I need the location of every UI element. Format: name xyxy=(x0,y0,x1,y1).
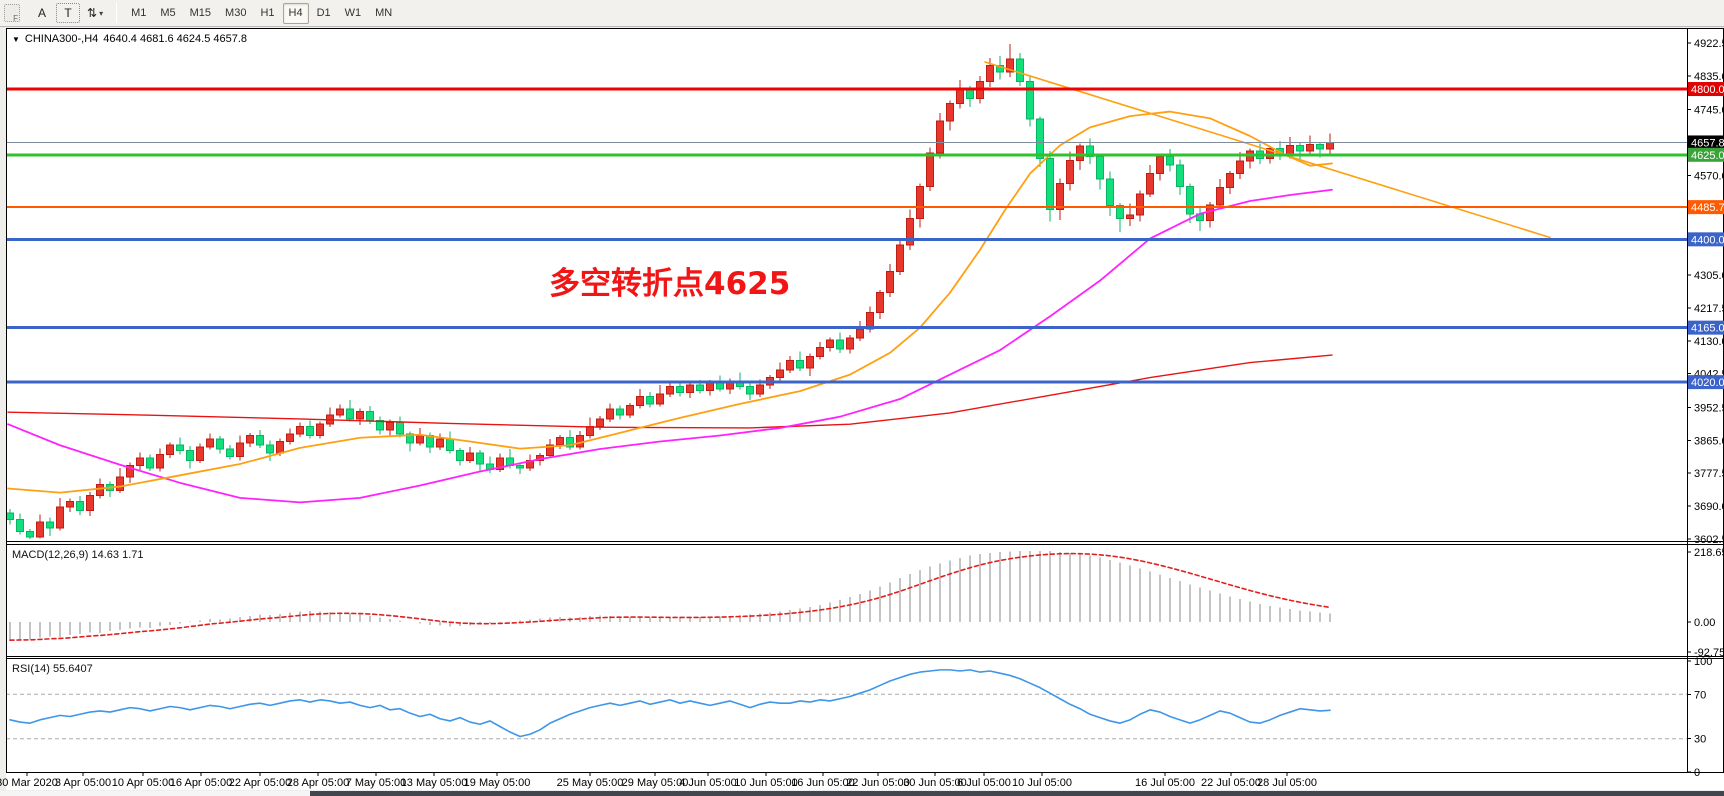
price-tick: 3952.5 xyxy=(1694,402,1724,414)
text-box-tool-button[interactable]: T xyxy=(56,3,80,23)
rsi-value: 55.6407 xyxy=(52,663,93,675)
svg-text:4800.0: 4800.0 xyxy=(1691,84,1724,96)
price-tag-4800.0 xyxy=(1688,82,1724,97)
timeframe-button-M1[interactable]: M1 xyxy=(131,7,147,19)
rsi-tick: 100 xyxy=(1694,656,1712,668)
price-tick: 3777.5 xyxy=(1694,468,1724,480)
timeframe-button-H4[interactable]: H4 xyxy=(282,2,309,24)
date-tick: 4 Jun 05:00 xyxy=(679,777,737,789)
macd-panel[interactable] xyxy=(9,550,1331,641)
price-tick: 4745.0 xyxy=(1694,105,1724,117)
date-tick: 7 May 05:00 xyxy=(346,777,407,789)
macd-label: MACD(12,26,9) 14.63 1.71 xyxy=(12,549,144,561)
date-tick: 28 Apr 05:00 xyxy=(287,777,349,789)
timeframe-button-M5[interactable]: M5 xyxy=(160,7,176,19)
svg-text:4657.8: 4657.8 xyxy=(1691,137,1724,149)
chevron-down-icon: ▾ xyxy=(99,8,104,18)
price-tick: 4922.5 xyxy=(1694,38,1724,50)
chart-dock-icon[interactable]: F xyxy=(4,4,20,23)
price-tag-4485.7 xyxy=(1688,200,1724,215)
swap-arrows-icon: ⇅ xyxy=(87,6,98,20)
timeframe-button-M15[interactable]: M15 xyxy=(189,7,212,19)
date-tick: 16 Jul 05:00 xyxy=(1135,777,1195,789)
toolbar-separator xyxy=(116,3,118,23)
date-tick: 6 Jul 05:00 xyxy=(957,777,1011,789)
date-tick: 3 Apr 05:00 xyxy=(55,777,111,789)
date-tick: 30 Jun 05:00 xyxy=(903,777,967,789)
top-toolbar: F A T ⇅ ▾ M1 M5 M15 M30 H1 H4 D1 W1 MN xyxy=(0,0,1724,27)
text-label-tool-button[interactable]: A xyxy=(37,6,46,20)
date-tick: 25 May 05:00 xyxy=(557,777,624,789)
rsi-tick: 0 xyxy=(1694,767,1700,779)
date-tick: 30 Mar 2020 xyxy=(0,777,58,789)
bottom-scrollbar[interactable] xyxy=(310,791,1724,796)
candles-layer xyxy=(6,43,1334,539)
price-tag-4020.0 xyxy=(1688,375,1724,390)
date-tick: 16 Apr 05:00 xyxy=(170,777,232,789)
price-tick: 4217.5 xyxy=(1694,303,1724,315)
timeframe-button-MN[interactable]: MN xyxy=(375,7,393,19)
symbol-dropdown-icon[interactable]: ▼ xyxy=(12,34,20,44)
macd-tick: 218.65 xyxy=(1694,547,1724,559)
symbol-title: ▼ CHINA300-,H4 4640.4 4681.6 4624.5 4657… xyxy=(12,33,247,45)
date-tick: 19 May 05:00 xyxy=(464,777,531,789)
svg-text:4625.0: 4625.0 xyxy=(1691,150,1724,162)
timeframe-button-H1[interactable]: H1 xyxy=(260,7,275,19)
rsi-tick: 30 xyxy=(1694,734,1706,746)
date-tick: 29 May 05:00 xyxy=(622,777,689,789)
date-tick: 10 Apr 05:00 xyxy=(112,777,174,789)
date-tick: 10 Jul 05:00 xyxy=(1012,777,1072,789)
macd-value-main: 14.63 xyxy=(91,549,120,561)
timeframe-button-D1[interactable]: D1 xyxy=(316,7,331,19)
symbol-name: CHINA300-,H4 xyxy=(24,33,99,45)
svg-text:4485.7: 4485.7 xyxy=(1691,202,1724,214)
price-tag-4657.8 xyxy=(1688,135,1724,150)
price-tick: 3865.0 xyxy=(1694,435,1724,447)
panel-borders xyxy=(6,28,1724,773)
price-tag-4625.0 xyxy=(1688,147,1724,162)
timeframe-bar: M1 M5 M15 M30 H1 H4 D1 W1 MN xyxy=(125,2,398,24)
price-tick: 4835.0 xyxy=(1694,71,1724,83)
svg-text:4400.0: 4400.0 xyxy=(1691,234,1724,246)
price-tick: 4305.0 xyxy=(1694,270,1724,282)
chart-annotation: 多空转折点4625 xyxy=(549,266,791,302)
date-tick: 22 Jun 05:00 xyxy=(846,777,910,789)
date-tick: 13 May 05:00 xyxy=(401,777,468,789)
date-tick: 28 Jul 05:00 xyxy=(1257,777,1317,789)
macd-histogram xyxy=(9,550,1331,641)
date-tick: 22 Jul 05:00 xyxy=(1201,777,1261,789)
cycle-tool-button[interactable]: ⇅ ▾ xyxy=(82,3,108,23)
svg-text:4165.0: 4165.0 xyxy=(1691,323,1724,335)
rsi-panel[interactable] xyxy=(6,669,1687,740)
date-tick: 22 Apr 05:00 xyxy=(229,777,291,789)
price-axis[interactable]: 4922.5 4835.0 4745.0 4570.0 4305.0 4217.5 4130… xyxy=(1687,38,1724,779)
rsi-tick: 70 xyxy=(1694,689,1706,701)
price-tag-4400.0 xyxy=(1688,232,1724,247)
date-tick: 10 Jun 05:00 xyxy=(734,777,798,789)
symbol-ohlc: 4640.4 4681.6 4624.5 4657.8 xyxy=(103,33,248,45)
main-price-panel[interactable] xyxy=(6,43,1551,539)
horizontal-levels[interactable] xyxy=(6,87,1687,384)
price-tick: 3690.0 xyxy=(1694,501,1724,513)
price-tick: 3602.5 xyxy=(1694,534,1724,546)
price-tick: 4570.0 xyxy=(1694,170,1724,182)
macd-tick: -92.75 xyxy=(1694,647,1724,659)
price-tag-4165.0 xyxy=(1688,320,1724,335)
date-tick: 16 Jun 05:00 xyxy=(791,777,855,789)
macd-value-signal: 1.71 xyxy=(122,549,144,561)
price-tick: 4130.0 xyxy=(1694,336,1724,348)
svg-text:4020.0: 4020.0 xyxy=(1691,377,1724,389)
rsi-label: RSI(14) 55.6407 xyxy=(12,663,93,675)
timeframe-button-W1[interactable]: W1 xyxy=(344,7,362,19)
timeframe-button-M30[interactable]: M30 xyxy=(225,7,247,19)
macd-tick: 0.00 xyxy=(1694,617,1715,629)
